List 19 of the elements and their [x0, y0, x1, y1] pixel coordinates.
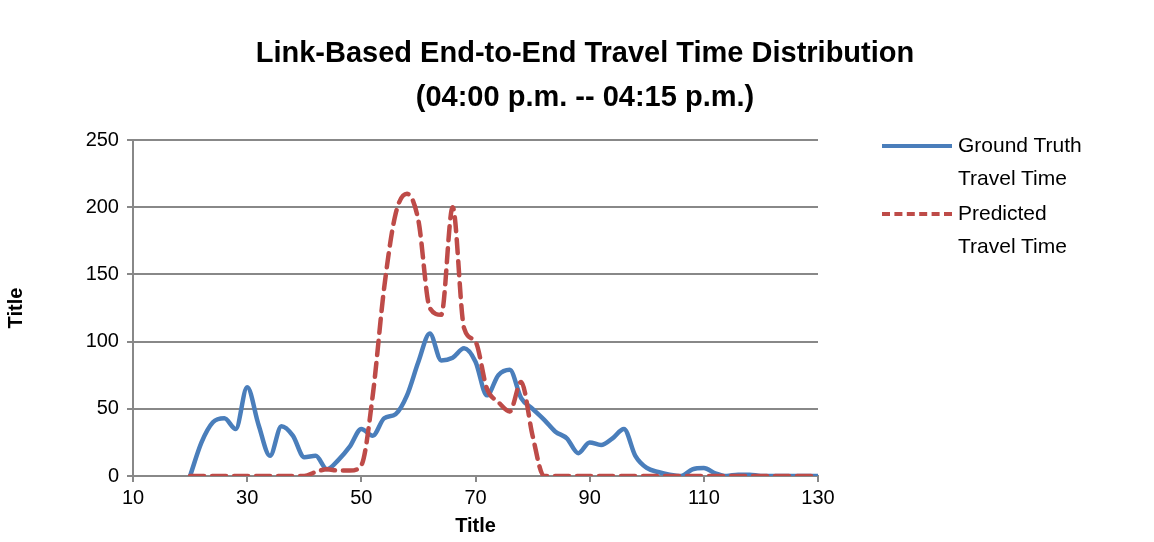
y-tick-label: 50: [96, 396, 119, 419]
line-series: [187, 331, 818, 476]
x-tick-label: 30: [236, 485, 259, 508]
y-tick-label: 150: [85, 261, 119, 284]
x-tick-label: 130: [801, 485, 835, 508]
x-tick-label: 70: [464, 485, 487, 508]
legend-label: Predicted Travel Time: [958, 200, 1068, 259]
chart-title: Link-Based End-to-End Travel Time Distribution (04:00 p.m. -- 04:15 p.m.): [254, 35, 916, 114]
y-axis-title: Title: [3, 287, 26, 329]
x-tick-label: 110: [687, 485, 720, 508]
x-tick-label: 50: [350, 485, 373, 508]
legend-label: Ground Truth Travel Time: [958, 132, 1083, 191]
y-tick-label: 0: [107, 463, 119, 486]
x-tick-label: 10: [121, 485, 145, 508]
x-axis-title: Title: [455, 513, 496, 536]
y-tick-label: 200: [85, 194, 119, 217]
y-tick-label: 250: [85, 127, 119, 150]
y-tick-label: 100: [85, 329, 119, 352]
x-tick-label: 90: [578, 485, 601, 508]
